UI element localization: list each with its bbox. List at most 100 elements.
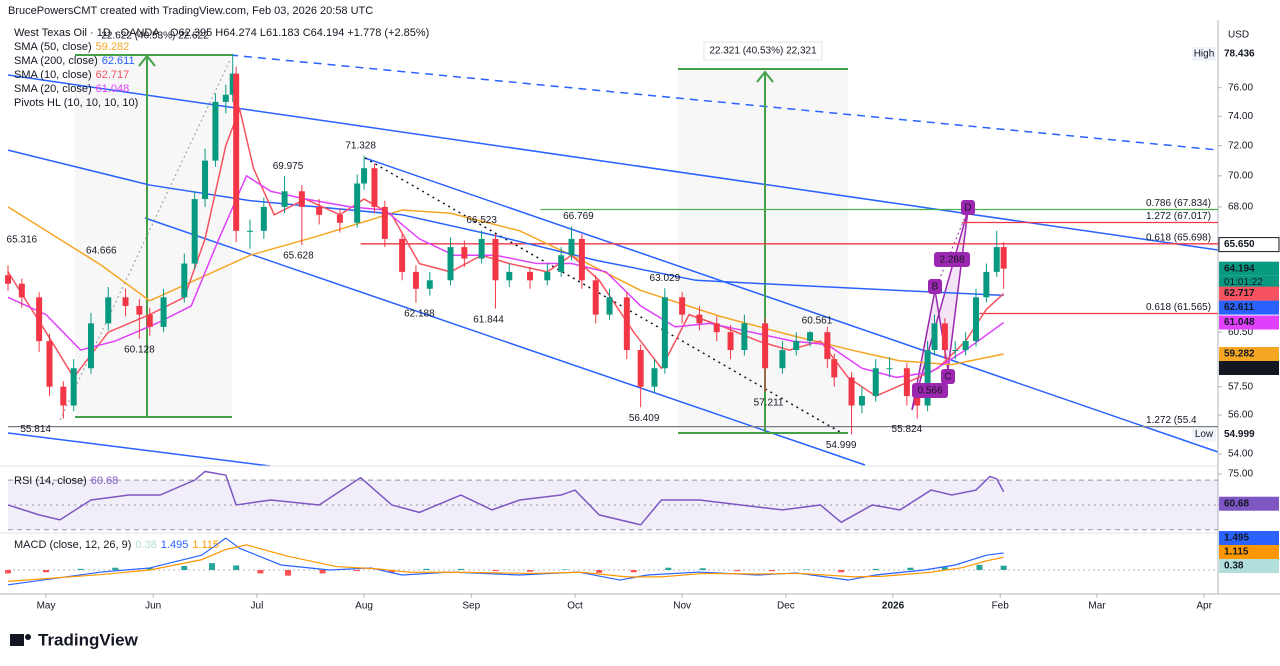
legend-entry: Pivots HL (10, 10, 10, 10) <box>14 97 138 109</box>
candle-body <box>661 297 668 369</box>
candle-body <box>713 323 720 333</box>
candle-body <box>727 332 734 351</box>
price-badge-label: 64.194 <box>1224 263 1255 274</box>
countdown-box <box>1219 275 1279 289</box>
legend-entry: SMA (50, close) 59.282 <box>14 41 129 53</box>
candle-body <box>506 271 513 281</box>
histogram-bar <box>976 564 983 570</box>
price-badge <box>1219 545 1279 559</box>
pattern-label: C <box>944 372 951 383</box>
pivot-label: 66.769 <box>563 211 594 222</box>
candle-body <box>247 230 253 232</box>
pivot-label: 66.523 <box>466 215 497 226</box>
candle-body <box>5 275 11 284</box>
ratio-badge <box>912 383 948 398</box>
pattern-badge <box>941 369 955 384</box>
histogram-bar <box>527 569 534 572</box>
candle-body <box>924 350 931 406</box>
trend-line <box>7 74 1219 251</box>
x-tick-label: Feb <box>992 601 1010 612</box>
x-tick-label: May <box>37 601 56 612</box>
y-tick-label: 76.00 <box>1228 82 1253 93</box>
trend-line <box>364 157 841 433</box>
candle-body <box>426 280 433 289</box>
legend-value: 60.68 <box>91 475 119 487</box>
x-tick-label: Apr <box>1196 601 1212 612</box>
legend-entry: MACD (close, 12, 26, 9) 0.38 1.495 1.115 <box>14 539 219 551</box>
trend-line <box>229 54 1219 151</box>
histogram-bar <box>233 565 240 570</box>
candle-body <box>886 368 893 370</box>
candle-body <box>202 160 209 200</box>
y-tick-label: 75.00 <box>1228 469 1253 480</box>
histogram-bar <box>146 567 153 570</box>
pivot-label: 65.316 <box>7 235 38 246</box>
candle-body <box>993 247 1000 272</box>
pivot-label: 69.975 <box>273 161 304 172</box>
histogram-bar <box>457 568 464 570</box>
measure-area <box>75 55 232 417</box>
ohlc-legend: O62.395 H64.274 L61.183 C64.194 +1.778 (… <box>170 27 429 39</box>
histogram-bar <box>319 569 326 574</box>
pivot-label: 62.188 <box>404 308 435 319</box>
candle-body <box>696 314 703 324</box>
histogram-bar <box>803 569 810 570</box>
price-badge <box>1219 300 1279 315</box>
pivot-label: 57.211 <box>754 398 784 409</box>
candle-body <box>316 206 323 215</box>
legend-value: 1.495 <box>161 539 189 551</box>
candle-body <box>122 297 129 306</box>
x-tick-label: Mar <box>1088 601 1106 612</box>
candle-body <box>651 368 658 387</box>
price-badge <box>1219 496 1279 511</box>
histogram-bar <box>423 568 430 570</box>
candle-body <box>160 297 167 327</box>
histogram-bar <box>838 569 845 573</box>
pivot-label: 55.824 <box>892 424 923 435</box>
level-label: 0.786 (67.834) <box>1146 198 1211 209</box>
candle-body <box>637 350 644 387</box>
badge-tag: High <box>1194 48 1215 59</box>
candle-body <box>952 350 959 352</box>
candle-body <box>831 359 838 378</box>
candle-body <box>281 191 288 207</box>
candle-body <box>60 386 67 406</box>
legend-entry: SMA (20, close) 61.048 <box>14 83 129 95</box>
pattern-badge <box>961 200 975 215</box>
pivot-label: 63.029 <box>650 273 681 284</box>
histogram-bar <box>734 569 741 572</box>
candle-body <box>181 263 188 298</box>
x-tick-label: Nov <box>673 601 691 612</box>
trend-line <box>364 157 1219 453</box>
trend-line <box>7 432 271 467</box>
candle-body <box>412 271 419 289</box>
price-badge-label: 62.611 <box>1224 302 1254 313</box>
price-badge <box>1219 46 1279 61</box>
candle-body <box>371 168 378 207</box>
pivot-label: 65.628 <box>283 251 314 262</box>
candle-body <box>36 297 43 342</box>
pivot-label: 56.409 <box>629 413 660 424</box>
price-badge <box>1219 360 1279 375</box>
candle-body <box>492 238 499 281</box>
pivot-label: 61.844 <box>473 314 504 325</box>
pattern-label: D <box>964 203 971 214</box>
trend-line <box>144 217 866 466</box>
x-tick-label: Aug <box>355 601 373 612</box>
legend-value: 1.115 <box>192 539 219 551</box>
histogram-bar <box>1000 565 1007 570</box>
candle-body <box>461 247 468 259</box>
histogram-bar <box>388 569 395 573</box>
candle-body <box>741 323 748 351</box>
candle-body <box>578 238 585 281</box>
y-tick-label: 54.00 <box>1228 449 1253 460</box>
pattern-label: B <box>932 282 939 293</box>
sma-line <box>7 206 1004 366</box>
candle-body <box>233 73 240 231</box>
legend-value: 0.38 <box>135 539 156 551</box>
ratio-badge <box>934 252 970 267</box>
price-badge-label: 0.38 <box>1224 561 1244 572</box>
macd-line <box>7 544 1004 582</box>
y-tick-label: 57.50 <box>1228 381 1253 392</box>
candle-body <box>18 283 25 298</box>
